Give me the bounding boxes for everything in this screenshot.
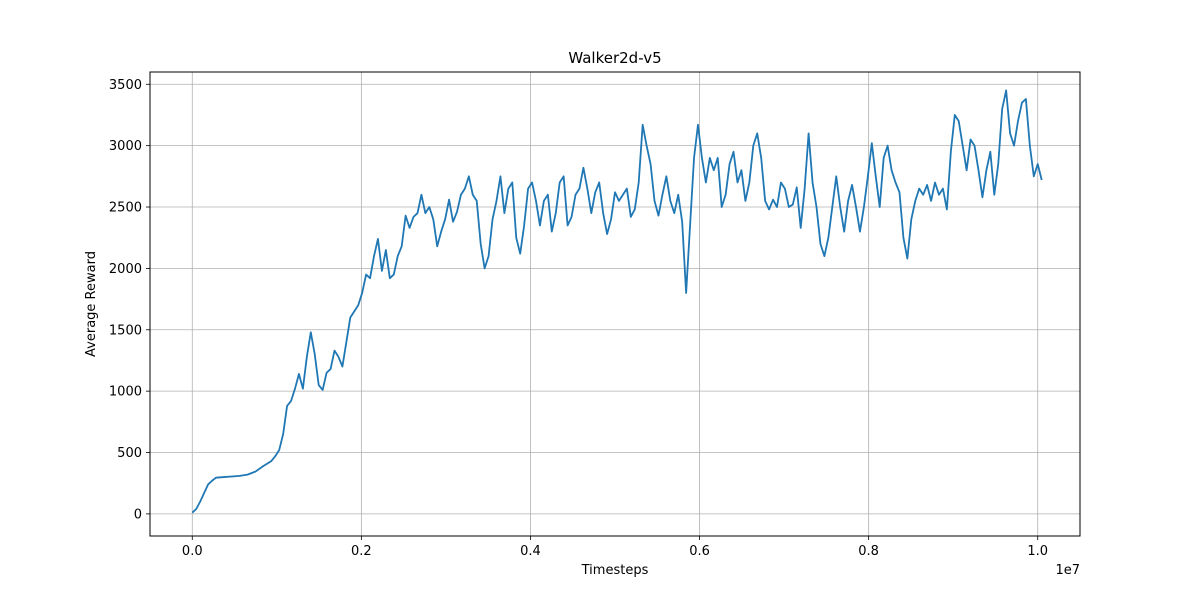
- x-axis-offset-label: 1e7: [1055, 563, 1080, 578]
- x-tick-label: 0.0: [182, 544, 203, 559]
- y-axis: 0 500 1000 1500 2000 2500 3000 3500: [109, 78, 150, 522]
- y-tick-label: 3500: [109, 78, 142, 93]
- x-tick-label: 0.8: [858, 544, 879, 559]
- y-tick-label: 2500: [109, 201, 142, 216]
- y-tick-label: 1500: [109, 323, 142, 338]
- x-axis-title: Timesteps: [581, 563, 649, 578]
- y-tick-label: 500: [117, 446, 142, 461]
- series-line: [191, 89, 1043, 514]
- data-layer: [191, 89, 1043, 514]
- y-tick-label: 1000: [109, 385, 142, 400]
- plot-frame: [149, 71, 1081, 537]
- y-axis-title: Average Reward: [84, 251, 99, 357]
- y-tick-label: 0: [134, 507, 142, 522]
- y-tick-label: 3000: [109, 139, 142, 154]
- chart-title: Walker2d-v5: [568, 49, 661, 67]
- x-tick-label: 1.0: [1027, 544, 1048, 559]
- x-tick-label: 0.6: [689, 544, 710, 559]
- x-tick-label: 0.2: [351, 544, 372, 559]
- x-tick-label: 0.4: [520, 544, 541, 559]
- x-axis: 0.0 0.2 0.4 0.6 0.8 1.0: [182, 536, 1048, 559]
- y-tick-label: 2000: [109, 262, 142, 277]
- grid: [150, 72, 1080, 536]
